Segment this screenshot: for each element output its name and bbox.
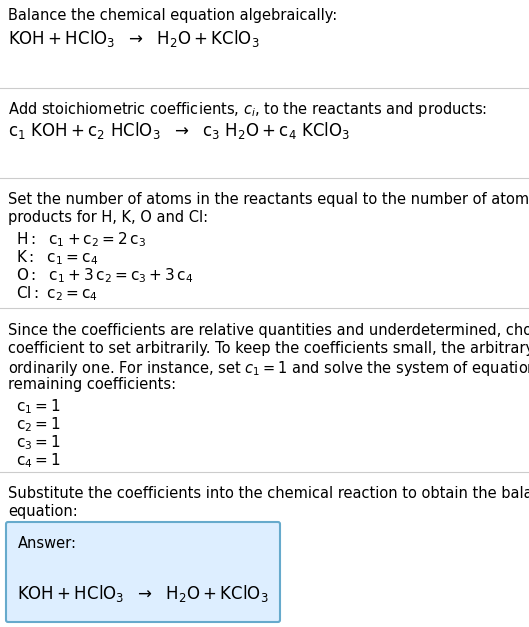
Text: Add stoichiometric coefficients, $c_i$, to the reactants and products:: Add stoichiometric coefficients, $c_i$, …	[8, 100, 487, 119]
Text: $\mathrm{KOH + HClO_3 \ \ \rightarrow \ \ H_2O + KClO_3}$: $\mathrm{KOH + HClO_3 \ \ \rightarrow \ …	[17, 582, 269, 604]
Text: Answer:: Answer:	[18, 536, 77, 551]
FancyBboxPatch shape	[6, 522, 280, 622]
Text: Set the number of atoms in the reactants equal to the number of atoms in the: Set the number of atoms in the reactants…	[8, 192, 529, 207]
Text: $\mathrm{KOH + HClO_3 \ \ \rightarrow \ \ H_2O + KClO_3}$: $\mathrm{KOH + HClO_3 \ \ \rightarrow \ …	[8, 28, 260, 49]
Text: coefficient to set arbitrarily. To keep the coefficients small, the arbitrary va: coefficient to set arbitrarily. To keep …	[8, 341, 529, 356]
Text: $\mathrm{c_1 = 1}$: $\mathrm{c_1 = 1}$	[16, 397, 61, 416]
Text: $\mathrm{c_3 = 1}$: $\mathrm{c_3 = 1}$	[16, 433, 61, 451]
Text: Substitute the coefficients into the chemical reaction to obtain the balanced: Substitute the coefficients into the che…	[8, 486, 529, 501]
Text: equation:: equation:	[8, 504, 78, 519]
Text: $\mathrm{c_1 \ KOH + c_2 \ HClO_3 \ \ \rightarrow \ \ c_3 \ H_2O + c_4 \ KClO_3}: $\mathrm{c_1 \ KOH + c_2 \ HClO_3 \ \ \r…	[8, 120, 350, 141]
Text: $\mathrm{O: \ \ c_1 + 3\,c_2 = c_3 + 3\,c_4}$: $\mathrm{O: \ \ c_1 + 3\,c_2 = c_3 + 3\,…	[16, 266, 194, 285]
Text: $\mathrm{H: \ \ c_1 + c_2 = 2\,c_3}$: $\mathrm{H: \ \ c_1 + c_2 = 2\,c_3}$	[16, 230, 146, 249]
Text: $\mathrm{c_4 = 1}$: $\mathrm{c_4 = 1}$	[16, 451, 61, 470]
Text: ordinarily one. For instance, set $c_1 = 1$ and solve the system of equations fo: ordinarily one. For instance, set $c_1 =…	[8, 359, 529, 378]
Text: products for H, K, O and Cl:: products for H, K, O and Cl:	[8, 210, 208, 225]
Text: $\mathrm{Cl: \ c_2 = c_4}$: $\mathrm{Cl: \ c_2 = c_4}$	[16, 284, 98, 303]
Text: remaining coefficients:: remaining coefficients:	[8, 377, 176, 392]
Text: $\mathrm{K: \ \ c_1 = c_4}$: $\mathrm{K: \ \ c_1 = c_4}$	[16, 248, 98, 266]
Text: Since the coefficients are relative quantities and underdetermined, choose a: Since the coefficients are relative quan…	[8, 323, 529, 338]
Text: $\mathrm{c_2 = 1}$: $\mathrm{c_2 = 1}$	[16, 415, 61, 434]
Text: Balance the chemical equation algebraically:: Balance the chemical equation algebraica…	[8, 8, 338, 23]
